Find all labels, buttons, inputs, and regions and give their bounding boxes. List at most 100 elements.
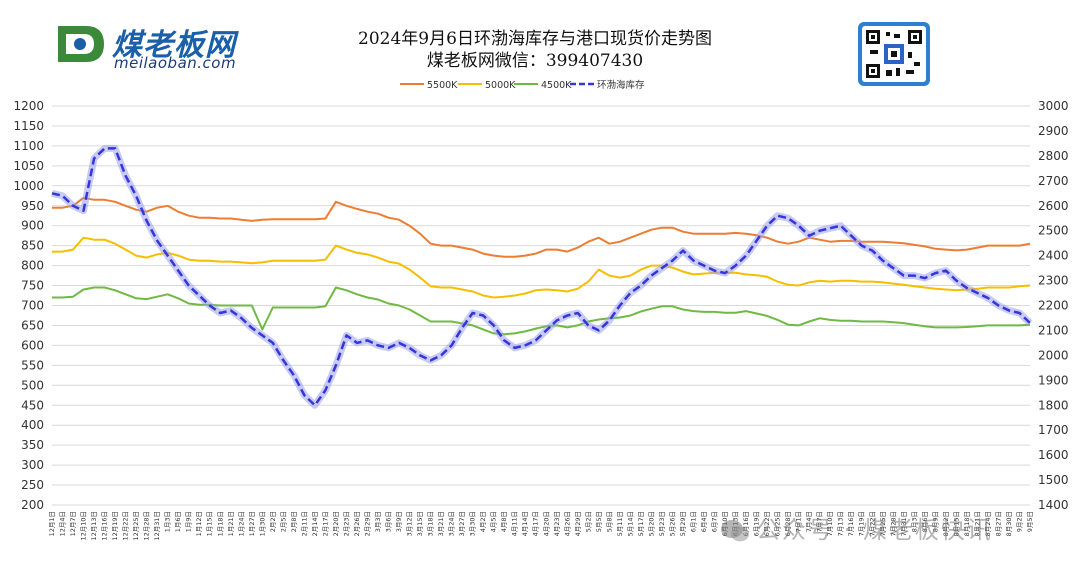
- left-axis-tick-label: 850: [21, 239, 44, 253]
- x-axis-tick-label: 3月15日: [416, 511, 424, 536]
- x-axis-tick-label: 6月19日: [753, 511, 761, 536]
- x-axis-tick-label: 5月2日: [584, 511, 592, 532]
- x-axis-tick-label: 4月14日: [521, 511, 529, 536]
- legend-label: 5500K: [427, 80, 458, 91]
- x-axis-tick-label: 5月11日: [616, 511, 624, 536]
- x-axis-tick-label: 1月21日: [227, 511, 235, 536]
- x-axis-tick-label: 3月24日: [448, 511, 456, 536]
- left-axis-tick-label: 600: [21, 338, 44, 352]
- x-axis-tick-label: 4月26日: [563, 511, 571, 536]
- x-axis-tick-label: 3月6日: [385, 511, 393, 532]
- right-axis-tick-label: 1800: [1038, 398, 1069, 412]
- x-axis-tick-label: 4月20日: [542, 511, 550, 536]
- x-axis-tick-label: 1月30日: [258, 511, 266, 536]
- series-line: [52, 236, 1031, 299]
- right-axis-tick-label: 3000: [1038, 99, 1069, 113]
- left-axis-tick-label: 350: [21, 438, 44, 452]
- right-axis-tick-label: 2400: [1038, 249, 1069, 263]
- x-axis-tick-label: 12月4日: [59, 511, 67, 536]
- series-line: [51, 147, 1031, 407]
- x-axis-tick-label: 12月28日: [143, 511, 151, 541]
- left-axis-tick-label: 500: [21, 378, 44, 392]
- x-axis-tick-label: 4月29日: [574, 511, 582, 536]
- x-axis-tick-label: 7月4日: [805, 511, 813, 532]
- right-axis-tick-label: 2500: [1038, 224, 1069, 238]
- logo-name: 煤老板网: [112, 28, 236, 63]
- x-axis-tick-label: 5月14日: [626, 511, 634, 536]
- x-axis-tick-label: 2月23日: [342, 511, 350, 536]
- left-axis-tick-label: 400: [21, 418, 44, 432]
- watermark-text: 公众号 · 煤老板快讯: [756, 516, 993, 544]
- right-axis-tick-label: 2100: [1038, 323, 1069, 337]
- x-axis-tick-label: 3月30日: [469, 511, 477, 536]
- series-line-glow: [51, 144, 1033, 409]
- x-axis-tick-label: 12月1日: [48, 511, 56, 536]
- x-axis-tick-label: 1月12日: [195, 511, 203, 536]
- x-axis-tick-label: 8月9日: [931, 511, 939, 532]
- x-axis-tick-label: 2月14日: [311, 511, 319, 536]
- x-axis-tick-label: 6月28日: [784, 511, 792, 536]
- x-axis-tick-label: 3月27日: [458, 511, 466, 536]
- x-axis-tick-label: 2月17日: [321, 511, 329, 536]
- x-axis-tick-label: 3月21日: [437, 511, 445, 536]
- x-axis-tick-label: 7月7日: [816, 511, 824, 532]
- x-axis-tick-label: 6月16日: [742, 511, 750, 536]
- x-axis-tick-label: 1月3日: [164, 511, 172, 532]
- x-axis-tick-label: 12月25日: [132, 511, 140, 541]
- left-axis-tick-label: 950: [21, 199, 44, 213]
- x-axis-tick-label: 5月20日: [647, 511, 655, 536]
- wechat-icon: [721, 520, 749, 542]
- brand-logo: 煤老板网 meilaoban.com: [52, 18, 302, 72]
- x-axis-tick-label: 3月18日: [427, 511, 435, 536]
- right-axis-tick-label: 1900: [1038, 373, 1069, 387]
- x-axis-tick-label: 5月23日: [658, 511, 666, 536]
- x-axis-tick-label: 7月10日: [826, 511, 834, 536]
- x-axis-tick-label: 8月15日: [952, 511, 960, 536]
- logo-domain: meilaoban.com: [114, 54, 237, 72]
- x-axis-tick-label: 7月1日: [795, 511, 803, 532]
- x-axis-tick-label: 2月29日: [363, 511, 371, 536]
- x-axis-tick-label: 12月19日: [111, 511, 119, 541]
- x-axis-tick-label: 1月27日: [248, 511, 256, 536]
- x-axis-tick-label: 12月16日: [101, 511, 109, 541]
- left-axis-tick-label: 900: [21, 219, 44, 233]
- x-axis-tick-label: 8月24日: [984, 511, 992, 536]
- left-axis-tick-label: 1000: [13, 179, 44, 193]
- x-axis-tick-label: 4月8日: [500, 511, 508, 532]
- qr-code-icon: [858, 22, 930, 86]
- chart-subtitle: 煤老板网微信：399407430: [426, 51, 644, 71]
- x-axis-tick-label: 12月22日: [122, 511, 130, 541]
- x-axis-tick-label: 2月11日: [300, 511, 308, 536]
- x-axis-tick-label: 1月6日: [174, 511, 182, 532]
- right-axis-tick-label: 1700: [1038, 423, 1069, 437]
- x-axis-tick-label: 8月21日: [973, 511, 981, 536]
- chart-title: 2024年9月6日环渤海库存与港口现货价走势图: [358, 29, 712, 49]
- x-axis-tick-label: 3月12日: [406, 511, 414, 536]
- right-axis-tick-label: 1400: [1038, 498, 1069, 512]
- x-axis-tick-label: 8月30日: [1005, 511, 1013, 536]
- left-axis-tick-label: 1150: [13, 119, 44, 133]
- x-axis-tick-label: 1月15日: [206, 511, 214, 536]
- right-axis-tick-label: 1600: [1038, 448, 1069, 462]
- x-axis-tick-label: 6月25日: [774, 511, 782, 536]
- x-axis-tick-label: 5月8日: [605, 511, 613, 532]
- x-axis-tick-label: 6月7日: [711, 511, 719, 532]
- x-axis-tick-label: 3月9日: [395, 511, 403, 532]
- x-axis-tick-label: 1月24日: [237, 511, 245, 536]
- x-axis-tick-label: 8月12日: [942, 511, 950, 536]
- x-axis-tick-label: 1月18日: [216, 511, 224, 536]
- left-axis: 200 250 300 350 400 450 500 550 600 650 700 750 800 8…: [13, 99, 44, 512]
- x-axis-tick-label: 2月8日: [290, 511, 298, 532]
- x-axis-tick-label: 7月19日: [858, 511, 866, 536]
- x-axis-tick-label: 8月27日: [994, 511, 1002, 536]
- right-axis-tick-label: 2900: [1038, 124, 1069, 138]
- left-axis-tick-label: 300: [21, 458, 44, 472]
- x-axis-tick-label: 9月5日: [1026, 511, 1034, 532]
- x-axis-tick-label: 9月2日: [1015, 511, 1023, 532]
- logo-mark-icon: [58, 26, 104, 62]
- left-axis-tick-label: 1100: [13, 139, 44, 153]
- right-axis-tick-label: 2800: [1038, 149, 1069, 163]
- left-axis-tick-label: 450: [21, 398, 44, 412]
